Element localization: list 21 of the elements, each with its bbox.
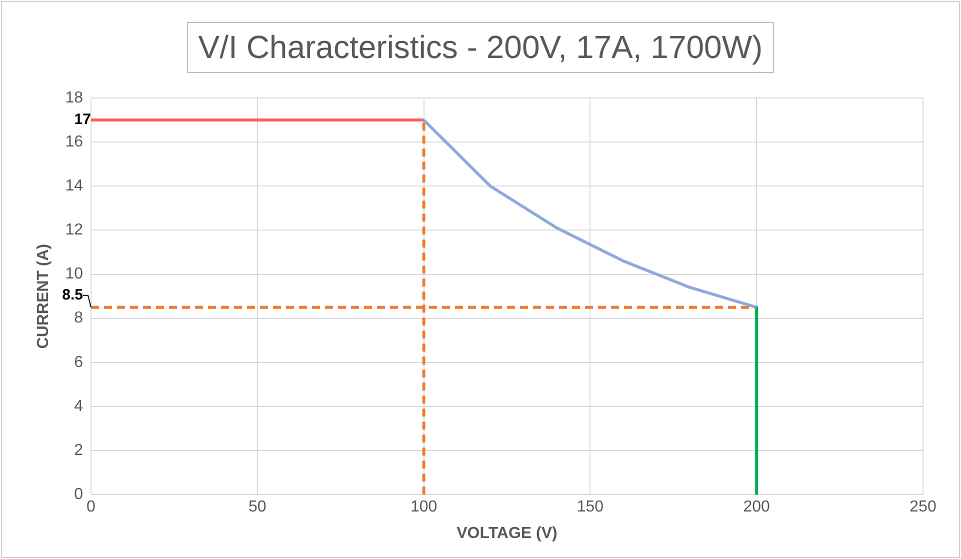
x-tick-label: 100 (410, 498, 438, 516)
y-tick-label: 10 (65, 266, 84, 283)
y-tick-label: 14 (65, 178, 84, 195)
x-tick-label: 250 (910, 498, 936, 516)
x-tick-label: 150 (576, 498, 604, 516)
annotation: 17 (74, 111, 91, 128)
x-axis-title: VOLTAGE (V) (456, 524, 558, 542)
y-tick-label: 12 (65, 222, 84, 239)
y-tick-label: 4 (74, 398, 84, 415)
y-tick-label: 8 (74, 310, 84, 327)
y-tick-label: 16 (65, 133, 84, 150)
chart-title: V/I Characteristics - 200V, 17A, 1700W) (187, 22, 774, 73)
y-tick-label: 6 (74, 354, 84, 371)
y-tick-label: 0 (74, 486, 84, 504)
y-tick-label: 18 (65, 89, 84, 106)
x-tick-label: 0 (86, 498, 96, 516)
y-tick-label: 2 (74, 442, 84, 459)
y-axis-title: CURRENT (A) (35, 244, 52, 349)
annotation: 8.5 (62, 286, 83, 304)
x-tick-label: 200 (743, 498, 770, 516)
x-tick-label: 50 (248, 498, 266, 516)
